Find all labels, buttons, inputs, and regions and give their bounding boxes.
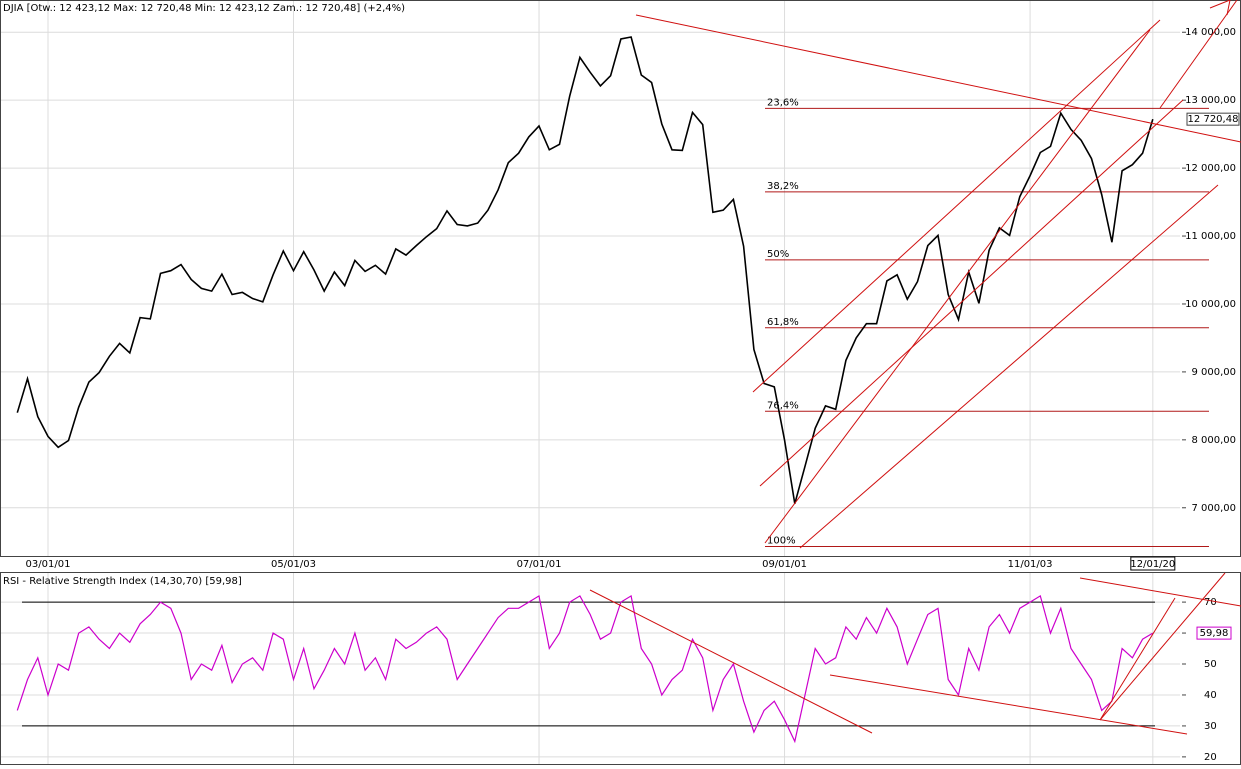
rsi-trend-line (1099, 597, 1176, 721)
x-tick-label: 03/01/01 (26, 559, 71, 570)
current-value-box (1196, 626, 1232, 640)
trend-arrow (1159, 0, 1238, 109)
fib-label: 50% (767, 249, 789, 260)
y-tick-label: 8 000,00 (1191, 435, 1236, 446)
trend-line (799, 184, 1219, 549)
rsi-trend-line (589, 589, 873, 734)
series-line (16, 594, 1154, 744)
fib-label: 23,6% (767, 97, 799, 108)
x-tick-label: 09/01/01 (762, 559, 807, 570)
x-label-box (1130, 556, 1176, 571)
current-value-label: 12 720,48 (1188, 114, 1239, 125)
series-line (16, 36, 1154, 504)
y-tick-label: 11 000,00 (1185, 231, 1236, 242)
fib-label: 76,4% (767, 400, 799, 411)
y-tick-label: 30 (1204, 721, 1217, 732)
fib-label: 38,2% (767, 181, 799, 192)
trend-line (764, 29, 1151, 544)
trend-line (759, 99, 1184, 487)
y-tick-label: 13 000,00 (1185, 95, 1236, 106)
rsi-title: RSI - Relative Strength Index (14,30,70)… (3, 576, 242, 587)
rsi-trend-line (1099, 572, 1226, 721)
x-tick-label: 07/01/01 (517, 559, 562, 570)
y-tick-label: 7 000,00 (1191, 503, 1236, 514)
trend-line (635, 14, 1241, 143)
arrow-head (1209, 0, 1231, 16)
x-tick-label: 11/01/03 (1008, 559, 1053, 570)
y-tick-label: 10 000,00 (1185, 299, 1236, 310)
y-tick-label: 50 (1204, 659, 1217, 670)
y-tick-label: 14 000,00 (1185, 27, 1236, 38)
y-tick-label: 9 000,00 (1191, 367, 1236, 378)
rsi-trend-line (1079, 577, 1241, 607)
y-tick-label: 20 (1204, 752, 1217, 763)
current-value-box (1186, 112, 1240, 126)
rsi-trend-line (829, 674, 1188, 735)
x-tick-label: 05/01/03 (271, 559, 316, 570)
chart-title: DJIA [Otw.: 12 423,12 Max: 12 720,48 Min… (3, 3, 405, 14)
trend-lines (589, 0, 1241, 735)
fib-label: 61,8% (767, 317, 799, 328)
x-tick-label: 12/01/20 (1130, 559, 1175, 570)
y-tick-label: 40 (1204, 690, 1217, 701)
y-tick-label: 12 000,00 (1185, 163, 1236, 174)
fib-label: 100% (767, 535, 796, 546)
current-value-label: 59,98 (1200, 628, 1229, 639)
y-tick-label: 70 (1204, 597, 1217, 608)
trend-line (752, 19, 1161, 393)
